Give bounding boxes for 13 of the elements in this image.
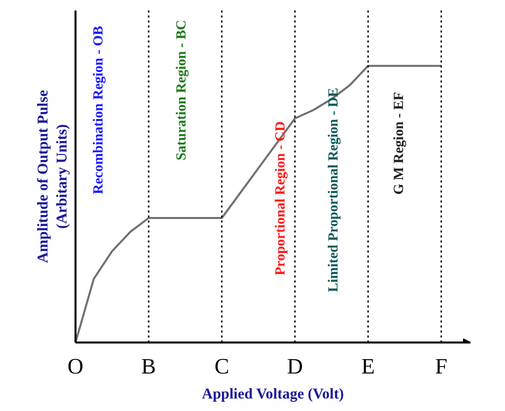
x-tick-label: C <box>214 354 230 378</box>
annotation: Limited Proportional Region - DE <box>326 88 342 292</box>
x-axis-title: Applied Voltage (Volt) <box>202 386 344 402</box>
annotation: Saturation Region - BC <box>174 20 190 160</box>
annotation: G M Region - EF <box>392 92 407 195</box>
x-tick-label: O <box>68 354 84 378</box>
annotation: Recombination Region - OB <box>92 26 107 194</box>
x-tick-label: E <box>361 354 375 378</box>
y-axis-title: Amplitude of Output Pulse (Arbitary Units) <box>35 90 70 263</box>
annotation: Proportional Region - CD <box>273 121 288 276</box>
x-tick-label: B <box>141 354 156 378</box>
x-tick-label: F <box>435 354 448 378</box>
x-tick-label: D <box>287 354 303 378</box>
